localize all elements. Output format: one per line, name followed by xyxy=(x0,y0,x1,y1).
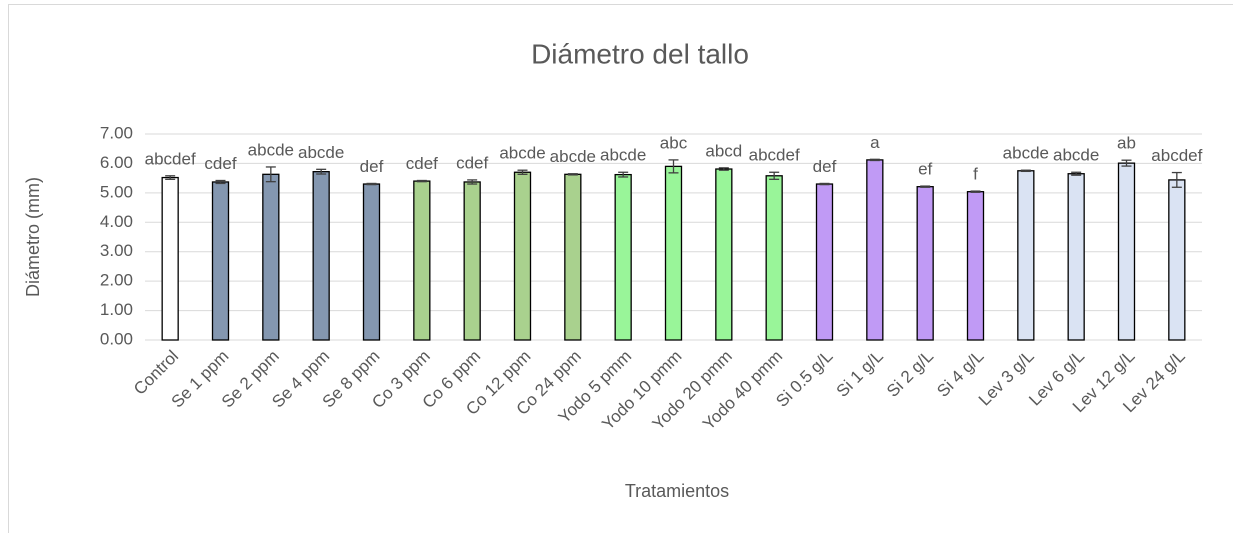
annotation: abcde xyxy=(499,144,545,163)
error-bar xyxy=(366,182,377,186)
annotation: abcde xyxy=(550,147,596,166)
annotation: abcdef xyxy=(1151,146,1202,165)
y-tick-label: 7.00 xyxy=(100,123,133,142)
error-bar xyxy=(718,167,729,171)
annotation: cdef xyxy=(406,154,438,173)
x-tick-label: Si 1 g/L xyxy=(833,347,887,401)
bar xyxy=(262,173,280,341)
error-bar xyxy=(416,179,427,183)
bar xyxy=(513,171,532,341)
error-bar xyxy=(1071,171,1082,176)
error-bar xyxy=(970,190,981,193)
bar xyxy=(211,181,230,341)
x-tick-label: Si 2 g/L xyxy=(883,347,937,401)
error-bar xyxy=(567,173,578,176)
chart-border xyxy=(8,4,1233,533)
error-bar xyxy=(769,171,780,180)
annotation: cdef xyxy=(456,153,488,172)
bar xyxy=(564,173,582,341)
annotation: f xyxy=(973,165,978,184)
annotation: abcde xyxy=(248,140,294,159)
annotation: abcdef xyxy=(145,149,196,168)
annotation: abcdef xyxy=(749,146,800,165)
x-axis-title: Tratamientos xyxy=(625,481,729,501)
annotation: ef xyxy=(918,160,932,179)
bar xyxy=(1117,162,1136,341)
y-tick-label: 2.00 xyxy=(100,271,133,290)
y-axis-title: Diámetro (mm) xyxy=(23,177,43,297)
y-tick-label: 4.00 xyxy=(100,212,133,231)
annotation: ab xyxy=(1117,134,1136,153)
error-bar xyxy=(920,185,931,188)
annotation: abc xyxy=(660,133,688,152)
bar xyxy=(765,175,783,341)
error-bar xyxy=(618,171,629,178)
error-bar xyxy=(165,175,176,180)
chart-title: Diámetro del tallo xyxy=(531,38,749,69)
bar xyxy=(866,159,884,341)
bar xyxy=(1168,179,1186,341)
error-bar xyxy=(215,179,226,185)
error-bar xyxy=(869,158,880,162)
bar xyxy=(161,176,179,341)
bar xyxy=(966,191,985,341)
annotation: abcde xyxy=(600,146,646,165)
annotation: abcde xyxy=(298,143,344,162)
annotation: def xyxy=(813,157,837,176)
y-tick-label: 0.00 xyxy=(100,329,133,348)
error-bar xyxy=(1020,169,1031,173)
bar xyxy=(413,180,431,341)
bar xyxy=(1017,170,1035,341)
bar xyxy=(463,181,481,341)
bar xyxy=(312,171,330,341)
annotation: abcde xyxy=(1053,146,1099,165)
annotation: a xyxy=(870,133,880,152)
annotation: def xyxy=(360,157,384,176)
bar xyxy=(715,168,733,341)
y-tick-label: 5.00 xyxy=(100,182,133,201)
error-bar xyxy=(1171,171,1182,188)
bar xyxy=(815,183,834,341)
annotation: abcde xyxy=(1003,144,1049,163)
error-bar xyxy=(668,159,679,174)
error-bar xyxy=(819,182,830,186)
bar xyxy=(1067,173,1085,341)
error-bar xyxy=(265,166,276,183)
error-bar xyxy=(467,179,478,185)
bar xyxy=(614,173,632,341)
error-bar xyxy=(316,168,327,175)
y-tick-label: 6.00 xyxy=(100,153,133,172)
annotation: abcd xyxy=(705,141,742,160)
bar xyxy=(664,165,683,341)
y-tick-label: 3.00 xyxy=(100,241,133,260)
bar xyxy=(362,183,381,341)
y-tick-label: 1.00 xyxy=(100,300,133,319)
error-bar xyxy=(1121,159,1132,167)
error-bar xyxy=(517,169,528,175)
bar xyxy=(916,186,934,341)
annotation: cdef xyxy=(204,154,236,173)
